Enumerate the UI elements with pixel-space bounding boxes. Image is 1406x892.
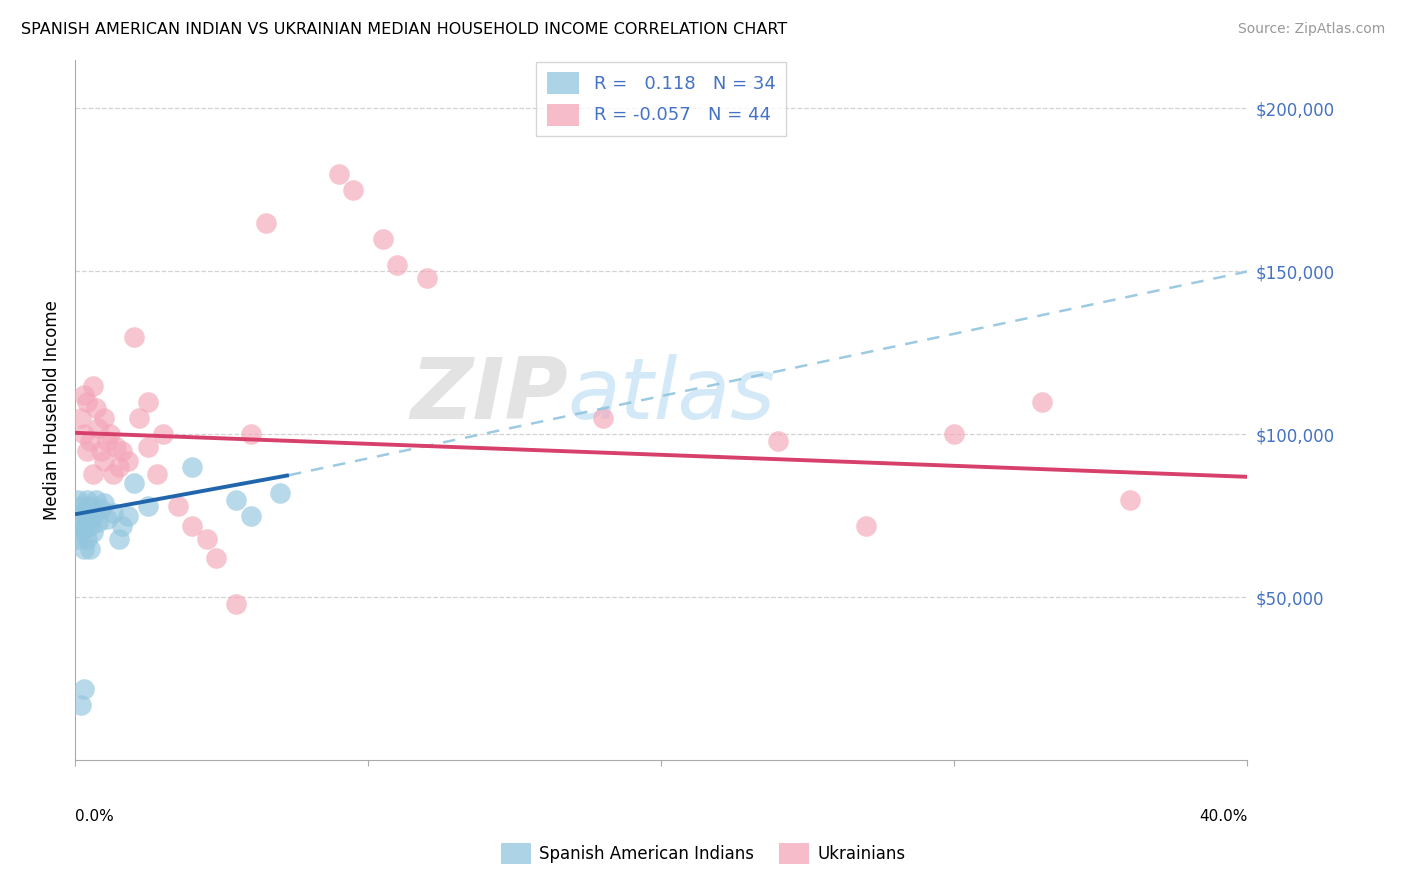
Point	[1119, 492, 1142, 507]
Point	[592, 411, 614, 425]
Point	[768, 434, 790, 448]
Point	[76, 492, 98, 507]
Point	[66, 508, 89, 523]
Point	[82, 467, 104, 481]
Point	[239, 427, 262, 442]
Point	[90, 443, 112, 458]
Point	[70, 698, 93, 712]
Point	[87, 516, 110, 530]
Point	[87, 421, 110, 435]
Point	[70, 525, 93, 540]
Point	[79, 518, 101, 533]
Point	[122, 476, 145, 491]
Point	[66, 492, 89, 507]
Point	[152, 427, 174, 442]
Point	[136, 441, 159, 455]
Point	[84, 401, 107, 416]
Point	[108, 460, 131, 475]
Point	[1031, 395, 1053, 409]
Point	[855, 518, 877, 533]
Point	[943, 427, 966, 442]
Point	[122, 329, 145, 343]
Point	[73, 506, 96, 520]
Point	[225, 492, 247, 507]
Point	[181, 518, 204, 533]
Point	[66, 532, 89, 546]
Point	[108, 532, 131, 546]
Point	[128, 411, 150, 425]
Legend: Spanish American Indians, Ukrainians: Spanish American Indians, Ukrainians	[494, 837, 912, 871]
Point	[76, 512, 98, 526]
Point	[76, 395, 98, 409]
Point	[101, 467, 124, 481]
Point	[70, 518, 93, 533]
Point	[117, 508, 139, 523]
Point	[96, 434, 118, 448]
Point	[181, 460, 204, 475]
Point	[79, 499, 101, 513]
Point	[93, 453, 115, 467]
Text: Source: ZipAtlas.com: Source: ZipAtlas.com	[1237, 22, 1385, 37]
Point	[93, 411, 115, 425]
Point	[146, 467, 169, 481]
Text: SPANISH AMERICAN INDIAN VS UKRAINIAN MEDIAN HOUSEHOLD INCOME CORRELATION CHART: SPANISH AMERICAN INDIAN VS UKRAINIAN MED…	[21, 22, 787, 37]
Point	[73, 541, 96, 556]
Point	[166, 499, 188, 513]
Point	[254, 216, 277, 230]
Point	[105, 441, 128, 455]
Point	[98, 427, 121, 442]
Point	[82, 378, 104, 392]
Point	[76, 532, 98, 546]
Point	[82, 525, 104, 540]
Point	[111, 443, 134, 458]
Y-axis label: Median Household Income: Median Household Income	[44, 300, 60, 520]
Point	[73, 681, 96, 696]
Point	[328, 167, 350, 181]
Point	[79, 434, 101, 448]
Point	[82, 508, 104, 523]
Point	[239, 508, 262, 523]
Point	[225, 597, 247, 611]
Point	[371, 232, 394, 246]
Point	[93, 496, 115, 510]
Point	[70, 499, 93, 513]
Legend: R =   0.118   N = 34, R = -0.057   N = 44: R = 0.118 N = 34, R = -0.057 N = 44	[536, 62, 786, 136]
Text: atlas: atlas	[568, 354, 775, 437]
Point	[76, 443, 98, 458]
Point	[79, 541, 101, 556]
Point	[415, 271, 437, 285]
Text: ZIP: ZIP	[409, 354, 568, 437]
Point	[73, 388, 96, 402]
Point	[117, 453, 139, 467]
Point	[342, 183, 364, 197]
Point	[101, 506, 124, 520]
Point	[90, 502, 112, 516]
Point	[136, 499, 159, 513]
Point	[96, 512, 118, 526]
Point	[70, 411, 93, 425]
Text: 0.0%: 0.0%	[75, 809, 114, 824]
Point	[73, 427, 96, 442]
Point	[111, 518, 134, 533]
Point	[195, 532, 218, 546]
Point	[269, 486, 291, 500]
Point	[84, 492, 107, 507]
Point	[73, 522, 96, 536]
Point	[136, 395, 159, 409]
Text: 40.0%: 40.0%	[1199, 809, 1247, 824]
Point	[204, 551, 226, 566]
Point	[387, 258, 409, 272]
